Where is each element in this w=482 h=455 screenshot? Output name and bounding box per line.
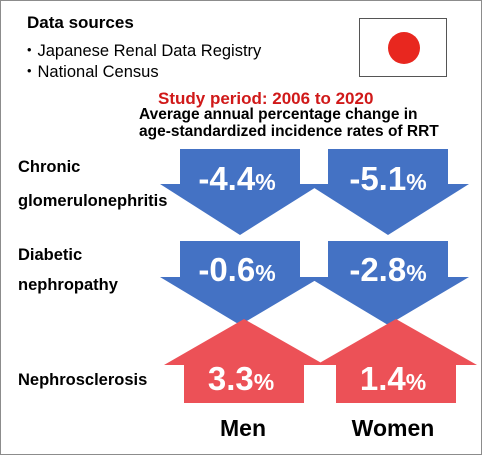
value-women-nephrosclerosis: 1.4% [359, 360, 427, 397]
value-women-chronic-glomerulonephritis: -5.1% [349, 160, 427, 197]
value-men-diabetic-nephropathy: -0.6% [198, 251, 276, 288]
row-label-glomerulonephritis: glomerulonephritis [18, 192, 168, 210]
down-arrow-women-cgn [308, 149, 469, 235]
down-arrow-men-dn [160, 241, 321, 325]
value-women-diabetic-nephropathy: -2.8% [349, 251, 427, 288]
data-source-item: ・National Census [21, 63, 159, 81]
down-arrow-men-cgn [160, 149, 321, 235]
column-label-women: Women [351, 415, 435, 441]
row-label-nephrosclerosis: Nephrosclerosis [18, 371, 148, 389]
up-arrow-women-ns [316, 319, 477, 403]
up-arrow-men-ns [164, 319, 325, 403]
subtitle-line: Average annual percentage change in [139, 106, 418, 123]
value-men-chronic-glomerulonephritis: -4.4% [198, 160, 276, 197]
row-label-chronic: Chronic [18, 158, 81, 176]
row-label-nephropathy: nephropathy [18, 276, 118, 294]
japan-flag-icon [359, 18, 447, 77]
data-sources-title: Data sources [27, 13, 134, 32]
column-label-men: Men [220, 415, 266, 441]
value-men-nephrosclerosis: 3.3% [207, 360, 275, 397]
study-period: Study period: 2006 to 2020 [158, 89, 374, 108]
row-label-diabetic: Diabetic [18, 246, 83, 264]
subtitle: Average annual percentage change in age-… [139, 106, 439, 140]
down-arrow-women-dn [308, 241, 469, 325]
data-source-item: ・Japanese Renal Data Registry [21, 42, 262, 60]
flag-red-disc [388, 32, 420, 64]
subtitle-line: age-standardized incidence rates of RRT [139, 123, 439, 140]
